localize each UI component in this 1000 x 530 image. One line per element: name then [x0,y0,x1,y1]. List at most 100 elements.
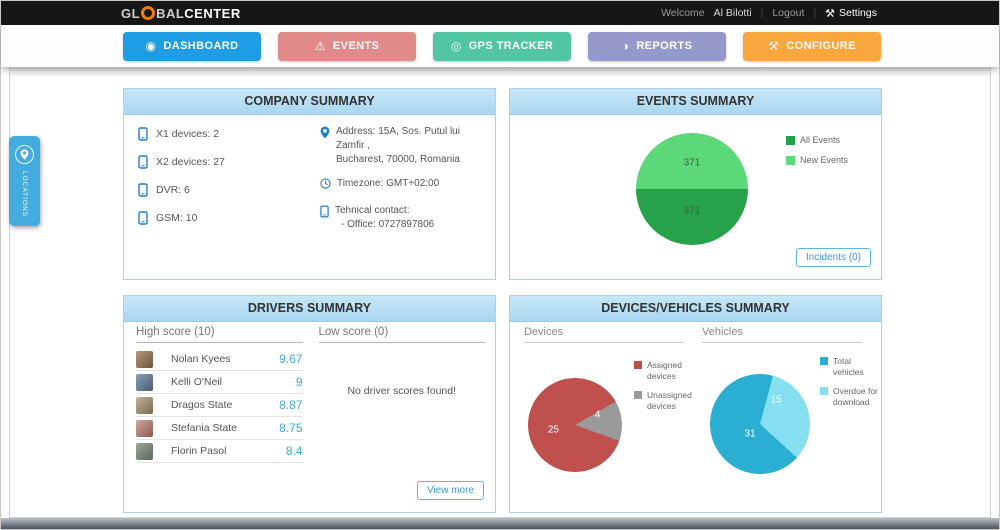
tools-icon: ⚒ [768,39,780,53]
driver-name: Nolan Kyees [171,353,231,365]
nav-reports-button[interactable]: ◑ REPORTS [588,31,726,61]
pie-slice-label: 371 [683,205,701,217]
driver-avatar [136,419,153,437]
device-counts-list: X1 devices: 2 X2 devices: 27 DVR: 6 GSM:… [138,127,225,239]
driver-name: Stefania State [171,422,237,434]
driver-score: 8.4 [285,444,303,458]
drivers-summary-title: DRIVERS SUMMARY [124,296,495,322]
nav-gps-tracker-button[interactable]: ◎ GPS TRACKER [433,31,571,61]
pie-chart-icon: ◑ [621,39,630,53]
legend-item: All Events [786,135,848,146]
location-pin-icon [15,145,34,164]
gps-target-icon: ◎ [450,39,462,53]
no-scores-message: No driver scores found! [347,385,457,397]
view-more-button[interactable]: View more [416,481,484,500]
company-contact-info: Address: 15A, Sos. Putul lui Zamfir , Bu… [320,125,490,242]
driver-score: 8.75 [279,421,303,435]
contact-item: Tehnical contact: - Office: 0727897806 [320,204,490,232]
app-logo: GL BAL CENTER [121,6,241,21]
events-pie-chart: 371 371 [636,133,748,245]
events-summary-title: EVENTS SUMMARY [510,89,881,115]
mobile-device-icon [138,211,148,225]
pie-slice-label: 31 [744,428,756,440]
driver-name: Kelli O'Neil [171,376,223,388]
driver-row: Kelli O'Neil 9 [136,371,303,394]
locations-side-tab[interactable]: LOCATIONS [9,136,40,226]
events-legend: All Events New Events [786,135,848,176]
devices-legend: Assigned devices Unassigned devices [634,360,698,421]
low-score-column: Low score (0) No driver scores found! [318,326,485,463]
nav-dashboard-button[interactable]: ◉ DASHBOARD [123,31,261,61]
globe-icon [141,6,156,20]
nav-configure-button[interactable]: ⚒ CONFIGURE [743,31,881,61]
pie-slice-label: 4 [594,409,601,421]
company-summary-title: COMPANY SUMMARY [124,89,495,115]
legend-swatch [820,387,828,396]
vehicles-pie-chart: 31 15 [710,374,810,474]
dashboard-icon: ◉ [145,39,157,53]
legend-swatch [786,156,795,166]
locations-tab-label: LOCATIONS [21,171,28,218]
settings-link[interactable]: ⚒ Settings [825,7,877,20]
company-summary-panel: COMPANY SUMMARY X1 devices: 2 X2 devices… [123,88,496,280]
vehicles-legend: Total vehicles Overdue for download [820,356,878,417]
devices-subheader: Devices [524,326,684,343]
vehicles-subheader: Vehicles [702,326,862,343]
drivers-summary-panel: DRIVERS SUMMARY High score (10) Nolan Ky… [123,295,496,513]
legend-swatch [786,136,795,145]
current-user: Al Bilotti [713,7,752,19]
low-score-header: Low score (0) [318,326,485,343]
driver-score: 9.67 [279,352,303,366]
legend-swatch [634,391,642,400]
mobile-device-icon [138,127,148,141]
devices-pie-chart: 25 4 [528,378,622,472]
separator: | [760,7,764,19]
nav-events-button[interactable]: ⚠ EVENTS [278,31,416,61]
legend-swatch [634,361,642,369]
address-item: Address: 15A, Sos. Putul lui Zamfir , Bu… [320,125,490,167]
mobile-device-icon [138,183,148,197]
driver-row: Florin Pasol 8.4 [136,440,303,463]
events-summary-panel: EVENTS SUMMARY 371 371 All Events New Ev… [509,88,882,280]
driver-avatar [136,373,153,391]
welcome-text: Welcome [661,7,705,19]
legend-item: Unassigned devices [634,390,698,411]
warning-icon: ⚠ [314,39,326,53]
legend-item: Overdue for download [820,386,878,407]
high-score-header: High score (10) [136,326,303,343]
incidents-button[interactable]: Incidents (0) [795,248,871,267]
driver-row: Stefania State 8.75 [136,417,303,440]
wrench-icon: ⚒ [825,7,836,20]
driver-name: Dragos State [171,399,233,411]
driver-score: 8.87 [279,398,303,412]
list-item: X2 devices: 27 [138,155,225,169]
logo-text-gl: GL [121,5,141,21]
bottom-shadow-bar [1,518,999,529]
timezone-text: Timezone: GMT+02:00 [337,178,440,189]
list-item: X1 devices: 2 [138,127,225,141]
pie-slice-label: 371 [683,157,701,169]
separator: | [813,7,817,19]
legend-item: Total vehicles [820,356,878,377]
driver-row: Dragos State 8.87 [136,394,303,417]
driver-avatar [136,396,153,414]
topbar-right: Welcome Al Bilotti | Logout | ⚒ Settings [661,7,877,20]
driver-avatar [136,350,153,368]
devices-vehicles-summary-panel: DEVICES/VEHICLES SUMMARY Devices Vehicle… [509,295,882,513]
map-pin-icon [320,126,330,167]
mobile-device-icon [138,155,148,169]
legend-item: Assigned devices [634,360,698,381]
high-score-column: High score (10) Nolan Kyees 9.67 Kelli O… [136,326,303,463]
driver-avatar [136,442,153,460]
logout-link[interactable]: Logout [772,7,805,19]
devices-vehicles-title: DEVICES/VEHICLES SUMMARY [510,296,881,322]
timezone-item: Timezone: GMT+02:00 [320,177,490,194]
driver-score: 9 [295,375,303,389]
driver-row: Nolan Kyees 9.67 [136,348,303,371]
pie-slice-label: 25 [547,424,559,436]
legend-item: New Events [786,155,848,166]
contact-text: Tehnical contact: - Office: 0727897806 [335,205,435,230]
driver-list: Nolan Kyees 9.67 Kelli O'Neil 9 Dragos S… [136,348,303,463]
main-navigation: ◉ DASHBOARD ⚠ EVENTS ◎ GPS TRACKER ◑ REP… [1,25,999,67]
